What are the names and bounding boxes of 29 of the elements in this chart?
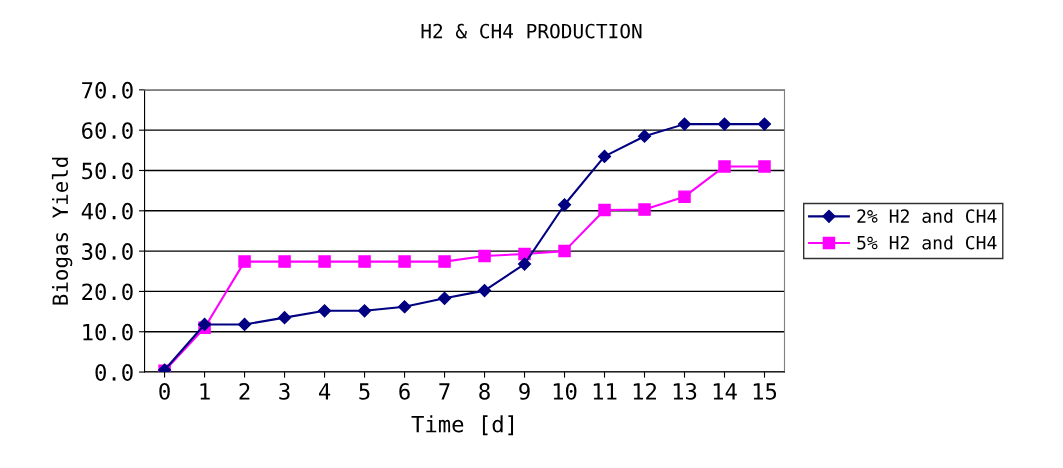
x-tick-label: 10 [553, 382, 577, 400]
x-tick-label: 6 [399, 382, 410, 400]
x-tick-label: 11 [593, 383, 617, 400]
y-axis-title: Biogas Yield [51, 157, 73, 305]
y-tick-label: 20.0 [82, 283, 133, 301]
x-tick-label: 14 [713, 383, 737, 400]
x-tick-label: 5 [359, 383, 370, 400]
x-tick-label: 12 [633, 382, 656, 400]
x-tick-label: 0 [159, 382, 170, 400]
x-tick-label: 13 [673, 382, 697, 400]
x-tick-label: 9 [519, 382, 530, 400]
y-tick-label: 70.0 [82, 81, 133, 99]
x-tick-label: 7 [439, 383, 450, 400]
legend-label: 5% H2 and CH4 [857, 235, 997, 250]
chart-title: H2 & CH4 PRODUCTION [421, 23, 642, 39]
x-axis-title: Time [d] [411, 415, 514, 436]
y-tick-label: 30.0 [82, 243, 133, 260]
x-tick-label: 4 [318, 383, 331, 400]
x-tick-label: 8 [479, 382, 490, 400]
x-tick-label: 1 [200, 383, 210, 400]
y-tick-label: 0.0 [95, 364, 133, 381]
y-tick-label: 40.0 [81, 202, 133, 220]
x-tick-label: 3 [279, 382, 290, 400]
y-tick-label: 50.0 [82, 162, 133, 180]
y-tick-label: 10.0 [83, 323, 133, 341]
legend-label: 2% H2 and CH4 [857, 208, 997, 223]
y-tick-label: 60.0 [82, 122, 133, 139]
x-tick-label: 15 [753, 383, 777, 400]
x-tick-label: 2 [239, 382, 250, 400]
